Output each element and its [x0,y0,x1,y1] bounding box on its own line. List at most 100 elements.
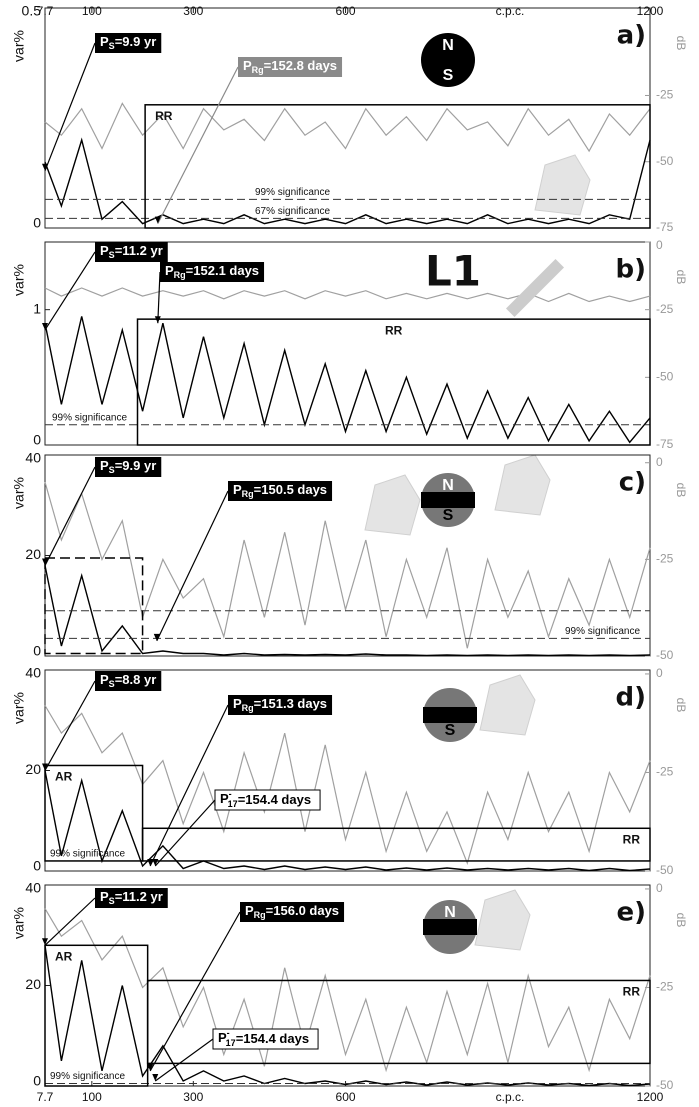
arrow-head [42,163,48,171]
y2-tick-label: 0 [656,881,663,895]
arrow-head [152,858,159,866]
panel-frame [44,241,651,446]
annotation-sub: Rg [254,910,266,920]
annotation-text: =9.9 yr [115,458,157,473]
region-label: RR [623,985,641,999]
annotation-arrow [44,897,96,946]
region-label: AR [55,770,73,784]
annotation-box [95,671,162,691]
y2-axis-label: dB [674,270,688,285]
annotation-box [240,902,345,922]
annotation-box [160,262,265,282]
annotation: PS=11.2 yr [100,889,163,906]
spectrum-line [44,705,651,865]
icon-band [423,919,477,935]
y2-tick-label: 0 [656,666,663,680]
x-tick-label: 300 [183,1090,203,1104]
annotation-sub: Rg [252,65,264,75]
y-tick-label: 0 [33,215,41,231]
annotation: PRg=151.3 days [233,696,327,713]
panel-label: e) [616,898,646,928]
significance-label: 67% significance [255,206,330,217]
spectrum-line [44,945,651,1087]
annotation-box [228,695,333,715]
panel-label: c) [619,468,646,498]
annotation-text: =151.3 days [254,696,327,711]
spectrum-line [44,908,651,1073]
y2-tick-label: -25 [656,302,674,316]
panel-frame [44,669,651,872]
region-box [44,764,144,862]
annotation-symbol: P [100,889,109,904]
spectrum-line [44,316,651,444]
y-tick-label: 40 [25,665,41,681]
x-tick-label: 300 [183,4,203,18]
arrow-head [42,558,48,566]
annotation: PS=9.9 yr [100,34,156,51]
annotation: PS=11.2 yr [100,243,163,260]
region-box [144,104,651,229]
annotation-arrow [44,42,96,172]
annotation-text: =11.2 yr [115,889,163,904]
y-tick-label: 0.5 [22,3,42,19]
spectrum-line [44,481,651,649]
y2-axis-label: dB [674,36,688,51]
significance-label: 99% significance [50,1071,125,1082]
y-tick-label: 20 [25,546,41,562]
y-tick-label: 1 [33,300,41,316]
panel-label: b) [616,255,647,285]
decor-satellite [506,259,564,317]
annotation: PRg=156.0 days [245,903,339,920]
annotation-text: =9.9 yr [115,34,157,49]
x-axis-label: c.p.c. [496,4,525,18]
x-tick-label: 1200 [637,4,664,18]
annotation-box [95,242,168,262]
x-axis-label: c.p.c. [496,1090,525,1104]
y-tick-label: 0 [33,432,41,448]
annotation-symbol: P [233,482,242,497]
annotation-text: =8.8 yr [115,672,157,687]
annotation-box [95,457,162,477]
spectrum-line [44,137,651,225]
significance-label: 99% significance [255,187,330,198]
y-tick-label: 40 [25,450,41,466]
annotation: PRg=152.1 days [165,263,259,280]
annotation: PRg=152.8 days [243,58,337,75]
annotation-text: =11.2 yr [115,243,163,258]
x-tick-label: 7.7 [37,1090,54,1104]
y2-tick-label: -75 [656,437,674,451]
annotation-symbol: P [218,1030,227,1045]
x-tick-label: 100 [82,4,102,18]
region-label: AR [55,949,73,963]
annotation-arrow [157,66,239,224]
annotation: PS=9.9 yr [100,458,156,475]
region-label: RR [623,832,641,846]
y-axis-label: var% [11,30,27,62]
spectrum-line [44,102,651,153]
annotation-arrow [154,1038,214,1082]
region-box [146,979,651,1065]
annotation-text: =150.5 days [254,482,327,497]
annotation-arrow [156,490,229,642]
arrow-head [147,1063,154,1071]
icon-text: N [444,904,456,921]
icon-text: S [443,67,454,84]
annotation-box [228,481,333,501]
annotation-arrow [44,251,96,331]
annotation-sub: Rg [174,270,186,280]
annotation-arrow [154,799,216,867]
spectrum-line [44,287,651,303]
y2-tick-label: -50 [656,648,674,662]
decor-silhouette [534,154,591,216]
significance-label: 99% significance [565,626,640,637]
decor-silhouette [479,674,536,736]
annotation-arrow [44,466,96,566]
annotation: P-17=154.4 days [220,789,311,809]
y-axis-label: var% [11,692,27,724]
icon-band [421,492,475,508]
annotation-symbol: P [165,263,174,278]
arrow-head [154,216,161,224]
annotation-symbol: P [100,458,109,473]
annotation-sup: - [229,789,232,799]
annotation-symbol: P [100,243,109,258]
